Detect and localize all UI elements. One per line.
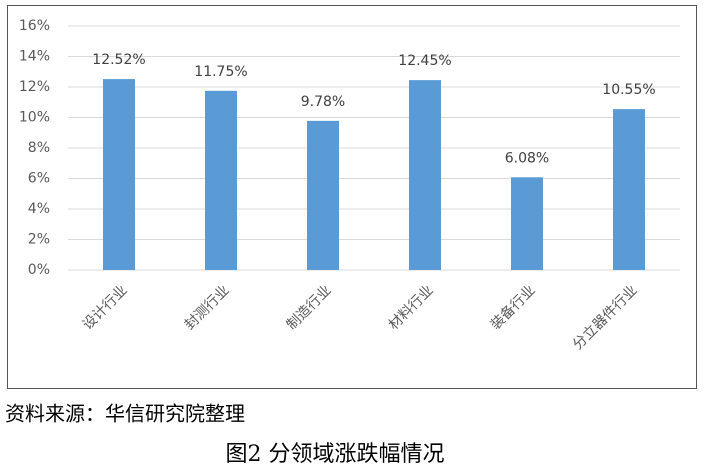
value-label: 10.55%	[602, 82, 655, 98]
y-tick-label: 0%	[28, 262, 50, 278]
y-tick-label: 4%	[28, 201, 50, 217]
value-label: 9.78%	[301, 94, 345, 110]
bar	[613, 109, 645, 270]
y-tick-label: 12%	[19, 79, 50, 95]
y-tick-label: 6%	[28, 171, 50, 187]
bar	[307, 120, 339, 270]
bar	[511, 177, 543, 270]
value-label: 11.75%	[194, 64, 247, 80]
value-label: 6.08%	[505, 150, 549, 166]
bar	[409, 80, 441, 270]
bar	[205, 90, 237, 270]
y-tick-label: 14%	[19, 49, 50, 65]
bar	[103, 79, 135, 270]
source-note: 资料来源：华信研究院整理	[5, 402, 245, 426]
y-tick-label: 10%	[19, 110, 50, 126]
value-label: 12.52%	[92, 52, 145, 68]
caption: 图2 分领域涨跌幅情况	[226, 442, 445, 467]
value-label: 12.45%	[398, 53, 451, 69]
y-tick-label: 16%	[19, 18, 50, 34]
y-tick-label: 8%	[28, 140, 50, 156]
y-tick-label: 2%	[28, 232, 50, 248]
